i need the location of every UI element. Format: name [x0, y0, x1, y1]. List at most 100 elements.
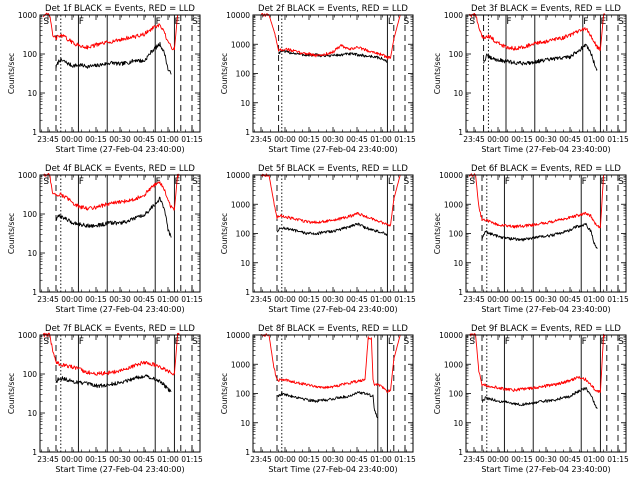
y-tick-label: 100 [236, 230, 251, 239]
y-tick-label: 100 [23, 50, 38, 59]
x-tick-label: 01:00 [157, 135, 179, 144]
y-axis-label: Counts/sec [433, 53, 442, 94]
y-tick-label: 1 [32, 448, 37, 457]
x-tick-label: 01:15 [181, 455, 203, 464]
x-tick-label: 00:30 [322, 135, 344, 144]
y-tick-label: 1000 [444, 360, 463, 369]
x-tick-label: 23:45 [250, 295, 272, 304]
x-axis-label: Start Time (27-Feb-04 23:40:00) [268, 145, 397, 154]
panel-title: Det 3f BLACK = Events, RED = LLD [471, 4, 621, 14]
panel-title: Det 6f BLACK = Events, RED = LLD [471, 164, 621, 174]
event-marker-s: S [404, 17, 410, 27]
x-axis-label: Start Time (27-Feb-04 23:40:00) [55, 305, 184, 314]
event-marker-s: S [469, 17, 475, 27]
y-tick-label: 100 [449, 230, 464, 239]
y-tick-label: 10 [240, 99, 250, 108]
x-tick-label: 00:15 [85, 135, 107, 144]
event-marker-s: S [618, 177, 624, 187]
panel-title: Det 9f BLACK = Events, RED = LLD [471, 324, 621, 334]
x-tick-label: 00:15 [298, 455, 320, 464]
x-tick-label: 00:00 [61, 455, 83, 464]
event-marker-l: L [388, 177, 393, 187]
x-tick-label: 23:45 [37, 455, 59, 464]
panel-title: Det 5f BLACK = Events, RED = LLD [258, 164, 408, 174]
event-marker-s: S [43, 337, 49, 347]
event-marker-s: S [192, 17, 198, 27]
panel-det-6: Det 6f BLACK = Events, RED = LLD Counts/s… [433, 164, 629, 314]
y-axis-label: Counts/sec [7, 373, 16, 414]
y-tick-label: 1000 [444, 200, 463, 209]
y-tick-label: 10000 [226, 171, 250, 180]
panel-title: Det 7f BLACK = Events, RED = LLD [45, 324, 195, 334]
y-tick-label: 1000 [444, 11, 463, 20]
panel-det-2: Det 2f BLACK = Events, RED = LLD Counts/s… [220, 4, 416, 154]
event-marker-s: S [618, 17, 624, 27]
series-events-line [276, 391, 378, 419]
x-axis-label: Start Time (27-Feb-04 23:40:00) [481, 305, 610, 314]
y-tick-label: 10 [240, 419, 250, 428]
series-lld-line [42, 12, 180, 51]
y-tick-label: 10 [27, 89, 37, 98]
plot-frame [252, 334, 414, 453]
event-marker-f: F [156, 17, 161, 27]
x-tick-label: 00:15 [511, 295, 533, 304]
series-lld-line [260, 333, 401, 393]
event-marker-s: S [469, 177, 475, 187]
x-tick-label: 23:45 [463, 455, 485, 464]
y-tick-label: 1 [458, 128, 463, 137]
series-lld-line [469, 333, 606, 394]
panel-det-8: Det 8f BLACK = Events, RED = LLD Counts/s… [220, 324, 416, 474]
series-events-line [481, 222, 598, 249]
x-tick-label: 00:15 [85, 295, 107, 304]
y-tick-label: 10000 [439, 331, 463, 340]
event-marker-f: F [583, 17, 588, 27]
event-marker-s: S [469, 337, 475, 347]
y-tick-label: 10 [453, 259, 463, 268]
y-tick-label: 100 [236, 70, 251, 79]
x-axis-label: Start Time (27-Feb-04 23:40:00) [268, 465, 397, 474]
x-tick-label: 01:15 [181, 135, 203, 144]
event-marker-s: S [404, 337, 410, 347]
x-axis-label: Start Time (27-Feb-04 23:40:00) [481, 145, 610, 154]
x-tick-label: 01:15 [607, 295, 629, 304]
x-tick-label: 00:45 [559, 455, 581, 464]
x-axis-label: Start Time (27-Feb-04 23:40:00) [55, 145, 184, 154]
y-axis-label: Counts/sec [220, 213, 229, 254]
x-tick-label: 01:15 [607, 135, 629, 144]
x-axis-label: Start Time (27-Feb-04 23:40:00) [481, 465, 610, 474]
event-marker-f: F [505, 337, 510, 347]
y-tick-label: 1 [458, 448, 463, 457]
y-axis-label: Counts/sec [433, 213, 442, 254]
y-tick-label: 1000 [231, 360, 250, 369]
event-marker-s: S [192, 337, 198, 347]
series-lld-line [260, 13, 401, 60]
x-tick-label: 01:15 [181, 295, 203, 304]
x-tick-label: 00:30 [535, 455, 557, 464]
panel-det-5: Det 5f BLACK = Events, RED = LLD Counts/s… [220, 164, 416, 314]
y-tick-label: 1000 [231, 200, 250, 209]
event-marker-e: E [175, 337, 181, 347]
x-tick-label: 00:00 [274, 135, 296, 144]
panel-det-9: Det 9f BLACK = Events, RED = LLD Counts/s… [433, 324, 629, 474]
series-lld-line [468, 13, 606, 52]
x-tick-label: 00:00 [487, 455, 509, 464]
panel-det-4: Det 4f BLACK = Events, RED = LLD Counts/s… [7, 164, 203, 314]
x-tick-label: 00:15 [85, 455, 107, 464]
series-events-line [482, 386, 598, 409]
y-tick-label: 100 [236, 390, 251, 399]
x-tick-label: 00:15 [298, 135, 320, 144]
event-marker-f: F [582, 337, 587, 347]
x-tick-label: 00:15 [298, 295, 320, 304]
series-lld-line [42, 332, 180, 376]
series-events-line [55, 41, 172, 75]
x-tick-label: 00:45 [346, 455, 368, 464]
y-tick-label: 10 [453, 419, 463, 428]
event-marker-f: F [582, 177, 587, 187]
plot-frame [39, 334, 201, 453]
x-tick-label: 00:30 [535, 135, 557, 144]
y-tick-label: 100 [449, 390, 464, 399]
y-tick-label: 1000 [18, 171, 37, 180]
x-tick-label: 00:30 [535, 295, 557, 304]
x-tick-label: 23:45 [37, 295, 59, 304]
x-axis-label: Start Time (27-Feb-04 23:40:00) [55, 465, 184, 474]
